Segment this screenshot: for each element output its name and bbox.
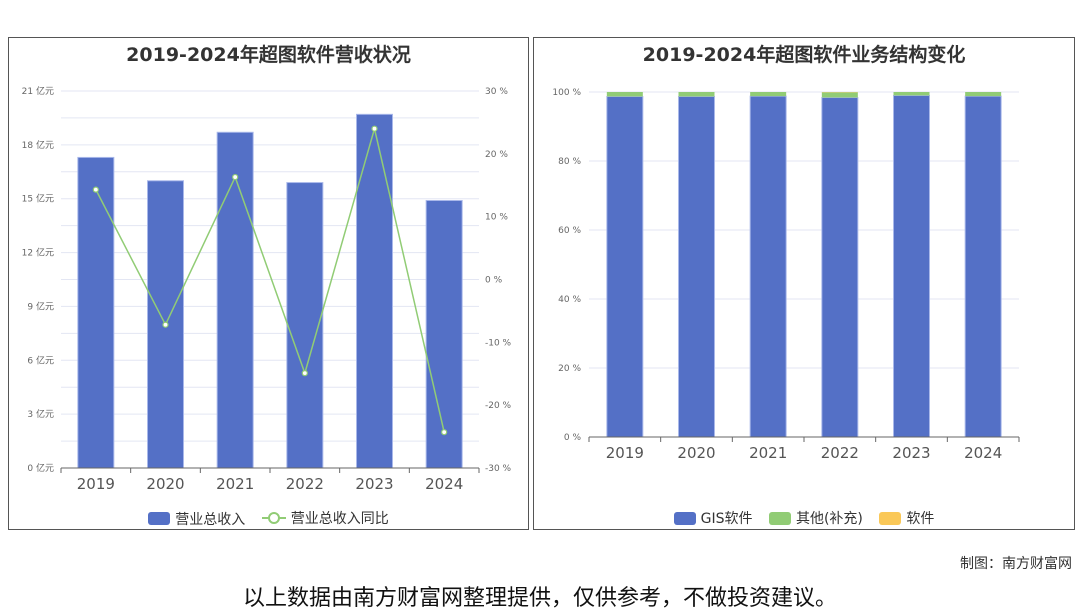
x-tick-label: 2019 [77,475,115,493]
chart-title: 2019-2024年超图软件业务结构变化 [642,44,966,66]
stacked-bar-1 [893,92,930,96]
x-tick-label: 2019 [606,444,644,462]
legend-label: 其他(补充) [795,511,863,527]
y-tick-label: 15 亿元 [22,193,54,205]
y-tick-label: 80 % [558,157,581,167]
structure-chart-panel: 2019-2024年超图软件业务结构变化 0 % 20 % 40 % 60 % 80 %… [533,37,1075,530]
legend-item-gis[interactable]: GIS软件 [673,508,753,528]
legend-label: GIS软件 [700,511,753,527]
stacked-bar-0 [606,95,644,438]
stacked-bar-1 [678,92,715,97]
yoy-point [232,173,239,181]
y2-tick-label: 0 % [485,276,503,286]
y2-tick-label: -30 % [485,464,512,474]
disclaimer-caption: 以上数据由南方财富网整理提供，仅供参考，不做投资建议。 [242,586,837,611]
yoy-point [92,186,99,193]
y2-tick-label: 10 % [485,213,508,223]
stacked-bar-1 [606,92,643,97]
legend-swatch [148,512,171,525]
revenue-bar [216,131,254,469]
stacked-bar-1 [750,92,787,97]
x-tick-label: 2021 [216,475,254,493]
revenue-bar [356,113,393,469]
y-tick-label: 9 亿元 [27,300,54,312]
x-tick-label: 2023 [892,444,930,462]
yoy-point [162,321,169,328]
legend-item-yoy[interactable]: 营业总收入同比 [261,508,389,528]
stacked-bar-1 [965,92,1002,97]
revenue-bar [77,156,115,469]
legend-line-icon [261,512,286,524]
y2-tick-label: 30 % [485,87,508,97]
legend-swatch [879,511,902,525]
revenue-chart-panel: 2019-2024年超图软件营收状况 0 亿元 3 亿元 6 亿元 9 亿元 12 亿元… [8,37,529,530]
x-tick-label: 2021 [749,444,787,462]
stacked-bar-0 [678,95,715,438]
yoy-line [95,128,445,433]
revenue-bar [286,182,324,469]
credit: 制图：南方财富网 [960,556,1072,572]
legend-item-other[interactable]: 其他(补充) [768,508,863,528]
revenue-chart: 0 亿元 3 亿元 6 亿元 9 亿元 12 亿元 15 亿元 18 亿元 21 亿元 -30 … [22,85,512,493]
y2-tick-label: -10 % [485,338,512,348]
stacked-bar-0 [964,95,1002,438]
x-tick-label: 2024 [964,444,1002,462]
revenue-bar [425,200,463,469]
x-tick-label: 2020 [146,475,184,493]
x-tick-label: 2023 [355,475,393,493]
x-tick-label: 2024 [425,475,463,493]
y-tick-label: 100 % [552,88,581,98]
yoy-point [441,429,448,436]
yoy-point [301,370,308,377]
x-tick-label: 2022 [286,475,324,493]
yoy-point [371,125,378,132]
y-tick-label: 20 % [558,364,581,374]
legend-swatch [673,511,696,525]
y2-tick-label: 20 % [485,150,508,160]
structure-chart: 0 % 20 % 40 % 60 % 80 % 100 % 2019 2020 2021 2022… [552,88,1020,462]
y-tick-label: 40 % [558,295,581,305]
y-tick-label: 12 亿元 [22,247,54,259]
y2-tick-label: -20 % [485,401,512,411]
y-tick-label: 21 亿元 [22,85,54,97]
y-tick-label: 60 % [558,226,581,236]
chart-title: 2019-2024年超图软件营收状况 [126,44,411,66]
y-tick-label: 18 亿元 [22,139,54,151]
legend: 营业总收入 营业总收入同比 [9,508,528,529]
legend-label: 营业总收入 [175,511,246,528]
x-tick-label: 2022 [821,444,859,462]
legend-label: 软件 [906,511,935,527]
legend-item-revenue[interactable]: 营业总收入 [148,509,245,529]
legend-swatch [768,511,791,525]
y-tick-label: 3 亿元 [27,408,54,420]
stacked-bar-0 [893,94,930,438]
legend-label: 营业总收入同比 [290,511,389,527]
legend-item-software[interactable]: 软件 [879,508,934,528]
stacked-bar-0 [821,97,859,438]
stacked-bar-0 [749,95,787,438]
stacked-bar-1 [821,92,858,98]
y-tick-label: 0 % [564,433,582,443]
y-tick-label: 0 亿元 [27,462,54,474]
y-tick-label: 6 亿元 [27,354,54,366]
legend: GIS软件 其他(补充) 软件 [534,508,1074,529]
x-tick-label: 2020 [677,444,715,462]
